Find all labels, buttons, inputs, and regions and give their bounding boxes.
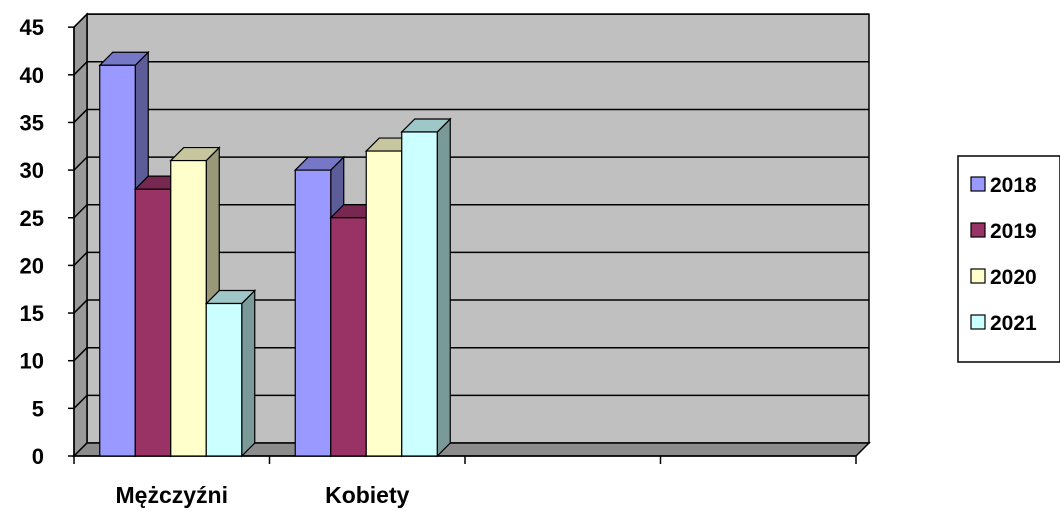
legend-swatch (970, 222, 986, 238)
bar-side (436, 117, 451, 458)
legend-swatch (970, 176, 986, 192)
y-tick-label: 15 (20, 301, 44, 326)
bar (99, 64, 136, 457)
gridline (73, 204, 88, 219)
gridline (73, 251, 88, 266)
legend-label: 2019 (990, 220, 1037, 243)
x-tick-label: Mężczyźni (116, 482, 228, 508)
gridline (73, 108, 88, 123)
gridline (73, 347, 88, 362)
y-tick-label: 40 (20, 63, 44, 88)
y-tick-label: 10 (20, 349, 44, 374)
gridline (73, 61, 88, 76)
gridline (73, 13, 88, 28)
y-tick-labels: 0 5 10 15 20 25 30 35 40 45 (20, 15, 44, 469)
legend-swatch (970, 268, 986, 284)
legend: 2018 2019 2020 2021 (957, 155, 1060, 363)
bar (330, 217, 367, 457)
x-tick-labels: Mężczyźni Kobiety (116, 482, 410, 508)
gridline (73, 156, 88, 171)
y-tick-label: 30 (20, 158, 44, 183)
y-tick-label: 25 (20, 206, 44, 231)
legend-label: 2018 (990, 174, 1037, 197)
gridline (73, 394, 88, 409)
y-tick-label: 0 (32, 444, 44, 469)
x-tick-label: Kobiety (325, 482, 410, 508)
bar (365, 150, 403, 457)
bar-side (241, 289, 256, 458)
y-tick-label: 45 (20, 15, 44, 40)
bar (401, 131, 438, 457)
gridline (73, 299, 88, 314)
legend-swatch (970, 314, 986, 330)
legend-label: 2021 (990, 312, 1037, 335)
bar (294, 169, 332, 457)
bar (134, 188, 172, 457)
side-wall (73, 12, 88, 458)
bars (98, 50, 452, 458)
y-tick-label: 35 (20, 110, 44, 135)
legend-label: 2020 (990, 266, 1037, 289)
y-tick-label: 5 (32, 396, 44, 421)
bar (205, 302, 243, 457)
y-tick-label: 20 (20, 253, 44, 278)
bar (170, 159, 207, 457)
